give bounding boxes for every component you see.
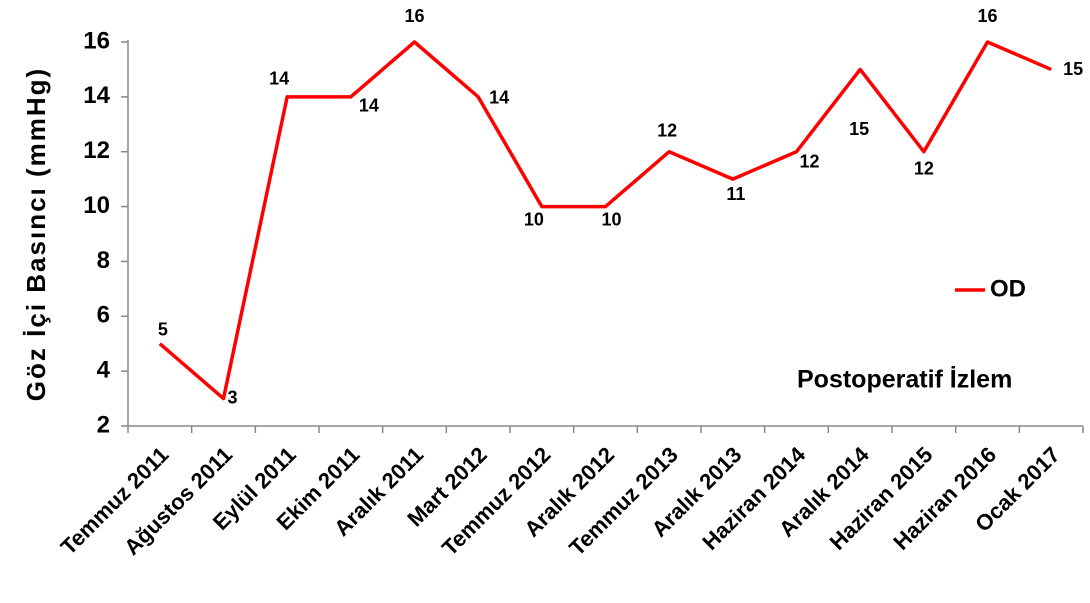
y-tick-label: 14 [83, 82, 110, 109]
data-label: 15 [849, 119, 869, 139]
y-tick-label: 8 [97, 247, 110, 274]
data-label: 16 [977, 6, 997, 26]
data-label: 12 [799, 151, 819, 171]
x-tick-label: Temmuz 2013 [564, 442, 683, 561]
y-tick-label: 16 [83, 27, 110, 54]
data-label: 15 [1063, 59, 1083, 79]
data-label: 5 [158, 319, 168, 339]
data-label: 10 [524, 209, 544, 229]
data-label: 10 [601, 209, 621, 229]
data-label: 11 [726, 184, 745, 204]
y-axis-label: Göz İçi Basıncı (mmHg) [21, 67, 51, 401]
y-tick-label: 2 [97, 411, 110, 438]
data-label: 3 [227, 387, 237, 407]
data-label: 14 [359, 96, 379, 116]
y-tick-label: 12 [83, 137, 110, 164]
legend-label: OD [990, 275, 1026, 302]
x-tick-label: Temmuz 2011 [56, 442, 174, 560]
data-label: 16 [404, 6, 424, 26]
annotation: Postoperatif İzlem [797, 366, 1012, 394]
data-label: 14 [489, 88, 509, 108]
x-tick-label: Temmuz 2012 [437, 442, 556, 561]
data-label: 12 [657, 120, 677, 140]
y-tick-label: 6 [97, 302, 110, 329]
data-line [158, 40, 1052, 401]
y-tick-label: 4 [97, 356, 111, 383]
data-label: 12 [914, 158, 934, 178]
y-tick-label: 10 [83, 192, 110, 219]
data-label: 14 [269, 69, 289, 89]
